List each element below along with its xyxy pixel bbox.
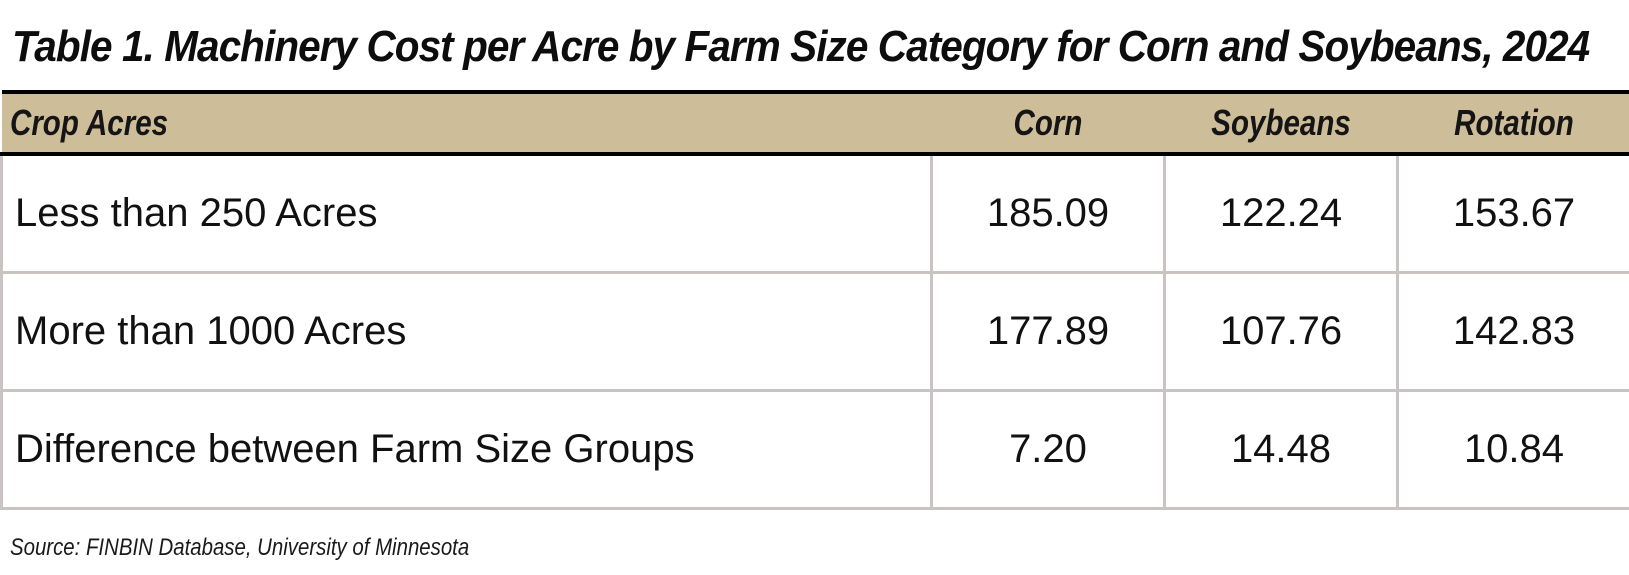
machinery-cost-table: Crop Acres Corn Soybeans Rotation Less t… (0, 90, 1629, 510)
cell-rotation: 142.83 (1397, 272, 1629, 392)
row-label: Less than 250 Acres (0, 154, 933, 274)
cell-corn: 177.89 (931, 272, 1166, 392)
column-header-rotation: Rotation (1397, 90, 1629, 156)
column-header-corn: Corn (931, 90, 1165, 156)
table-row: Less than 250 Acres 185.09 122.24 153.67 (0, 154, 1629, 274)
machinery-cost-table-container: Crop Acres Corn Soybeans Rotation Less t… (0, 90, 1629, 510)
cell-rotation: 153.67 (1397, 154, 1629, 274)
table-row: More than 1000 Acres 177.89 107.76 142.8… (0, 272, 1629, 392)
column-header-crop-acres: Crop Acres (1, 90, 932, 156)
cell-soybeans: 14.48 (1164, 390, 1399, 510)
table-row: Difference between Farm Size Groups 7.20… (0, 390, 1629, 510)
cell-corn: 7.20 (931, 390, 1166, 510)
source-note: Source: FINBIN Database, University of M… (10, 534, 470, 561)
row-label: Difference between Farm Size Groups (0, 390, 933, 510)
cell-soybeans: 122.24 (1164, 154, 1399, 274)
table-header-row: Crop Acres Corn Soybeans Rotation (1, 90, 1629, 156)
table-title: Table 1. Machinery Cost per Acre by Farm… (12, 22, 1590, 71)
row-label: More than 1000 Acres (0, 272, 933, 392)
cell-corn: 185.09 (931, 154, 1166, 274)
column-header-soybeans: Soybeans (1164, 90, 1398, 156)
cell-rotation: 10.84 (1397, 390, 1629, 510)
cell-soybeans: 107.76 (1164, 272, 1399, 392)
